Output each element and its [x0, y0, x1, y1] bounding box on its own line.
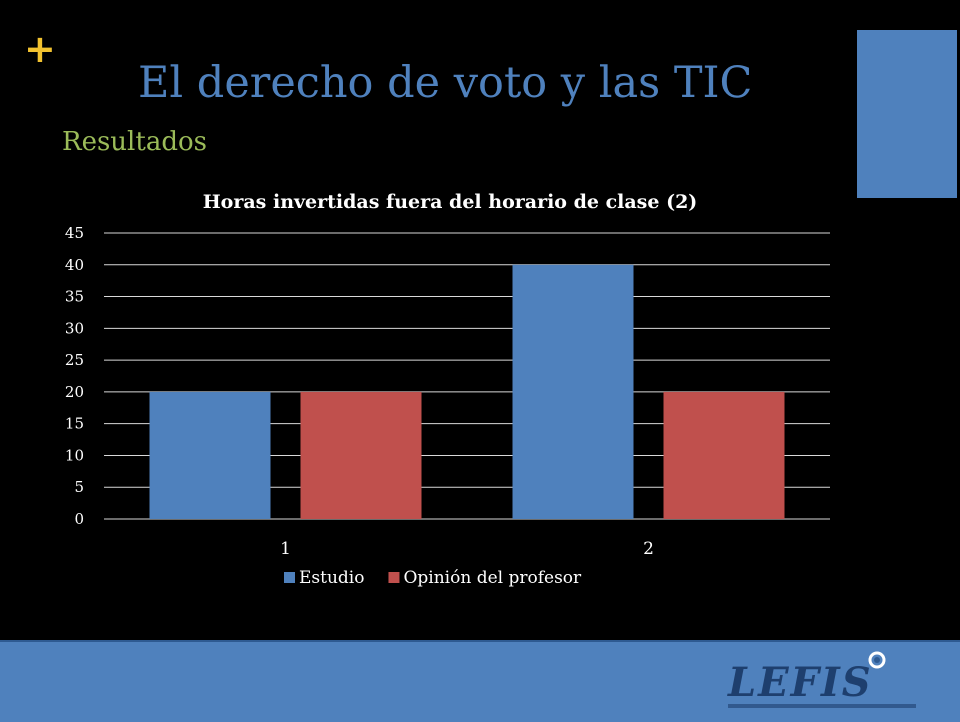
x-tick-label: 1: [280, 539, 291, 559]
y-tick-label: 15: [65, 415, 84, 433]
accent-bar: [857, 30, 957, 198]
y-tick-label: 5: [74, 478, 84, 496]
legend-swatch: [284, 572, 295, 583]
svg-text:LEFIS: LEFIS: [727, 659, 873, 706]
y-tick-label: 30: [65, 319, 84, 337]
legend-swatch: [388, 572, 400, 583]
y-tick-label: 25: [65, 351, 84, 369]
x-tick-label: 2: [643, 539, 654, 559]
bar-opinión-del-profesor-1: [300, 391, 422, 519]
bar-opinión-del-profesor-2: [663, 391, 785, 519]
legend-label: Estudio: [299, 568, 364, 588]
chart-area: Horas invertidas fuera del horario de cl…: [0, 175, 960, 615]
bar-estudio-1: [149, 391, 271, 519]
legend-label: Opinión del profesor: [403, 568, 582, 588]
y-tick-label: 45: [65, 224, 84, 242]
bar-estudio-2: [512, 264, 634, 519]
plus-icon: +: [24, 27, 56, 71]
y-tick-label: 35: [65, 288, 84, 306]
footer-band: [0, 640, 960, 722]
lefis-logo: LEFIS: [727, 651, 916, 708]
y-tick-label: 40: [65, 256, 84, 274]
chart-title: Horas invertidas fuera del horario de cl…: [203, 191, 698, 213]
slide-title: El derecho de voto y las TIC: [138, 58, 753, 108]
y-tick-label: 20: [65, 383, 84, 401]
y-tick-label: 0: [74, 510, 84, 528]
y-tick-label: 10: [65, 446, 84, 464]
slide-subtitle: Resultados: [62, 127, 207, 157]
bar-chart: Horas invertidas fuera del horario de cl…: [65, 191, 830, 588]
